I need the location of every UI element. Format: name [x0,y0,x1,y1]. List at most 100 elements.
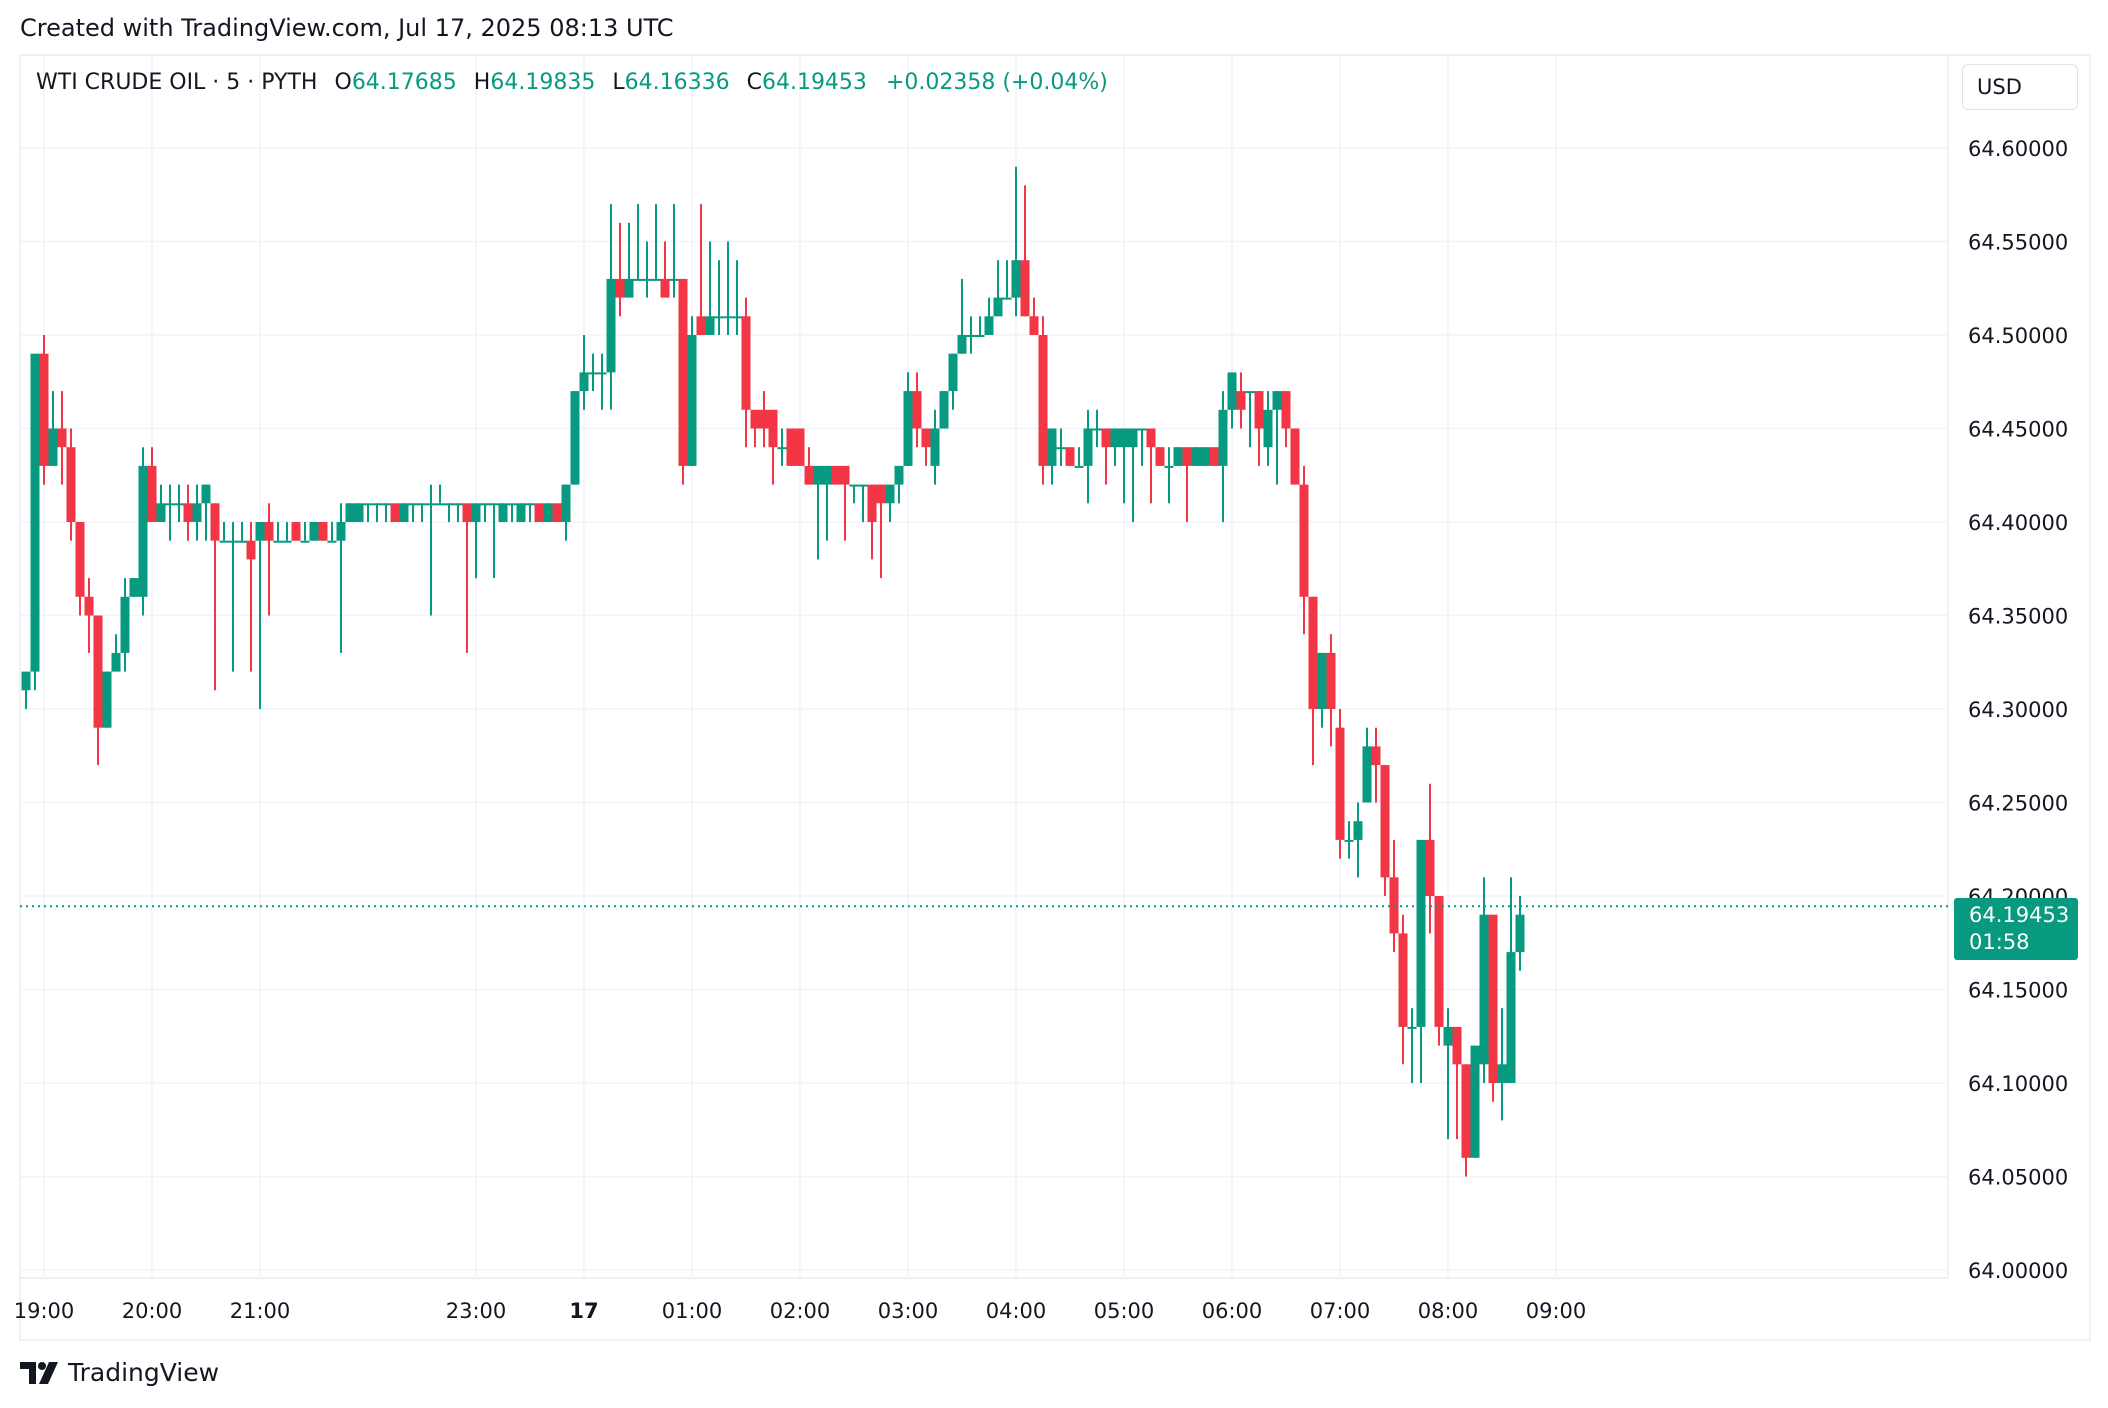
candle[interactable] [1488,914,1498,1102]
candle[interactable] [399,503,409,522]
candle[interactable] [795,428,805,466]
candle[interactable] [111,634,121,672]
candle[interactable] [543,503,553,522]
candle[interactable] [588,353,598,392]
candle[interactable] [534,503,544,522]
candle[interactable] [921,428,931,466]
candle[interactable] [453,503,463,522]
candle[interactable] [210,503,220,691]
candle[interactable] [642,241,652,298]
candle[interactable] [957,278,967,354]
candle[interactable] [975,316,985,337]
candle[interactable] [255,522,265,709]
candle[interactable] [1479,877,1489,1083]
candle[interactable] [525,503,535,522]
candle[interactable] [1254,391,1264,466]
candle[interactable] [516,503,526,522]
candle[interactable] [1002,260,1012,300]
candle[interactable] [444,503,454,522]
candle[interactable] [156,484,166,522]
candle[interactable] [1497,1008,1507,1121]
candle[interactable] [597,353,607,410]
candle[interactable] [201,484,211,541]
candle[interactable] [1335,709,1345,859]
candle[interactable] [1245,391,1255,448]
candle[interactable] [84,578,94,653]
candle[interactable] [984,297,994,335]
candle[interactable] [1092,409,1102,448]
candle[interactable] [849,484,859,504]
candle[interactable] [390,503,400,522]
candle[interactable] [606,204,616,410]
candle[interactable] [894,465,904,504]
candle[interactable] [165,484,175,541]
candle[interactable] [327,522,337,543]
candle[interactable] [867,484,877,560]
candle[interactable] [624,222,634,298]
candle[interactable] [831,465,841,485]
candle[interactable] [471,503,481,579]
candle[interactable] [30,353,40,691]
candle[interactable] [1344,821,1354,859]
candle[interactable] [759,391,769,448]
candle[interactable] [489,503,499,579]
candle[interactable] [1011,166,1021,317]
candle[interactable] [1434,896,1444,1046]
candle[interactable] [939,391,949,429]
candle[interactable] [1416,839,1426,1083]
candle[interactable] [183,484,193,541]
candle[interactable] [228,522,238,672]
candle[interactable] [372,503,382,522]
candle[interactable] [732,260,742,335]
candle[interactable] [507,503,517,522]
candle[interactable] [381,503,391,522]
candle[interactable] [1470,1045,1480,1158]
candle[interactable] [1020,185,1030,317]
candle[interactable] [1038,316,1048,485]
candle[interactable] [804,447,814,485]
candle[interactable] [1506,877,1516,1083]
candle[interactable] [237,522,247,543]
candle[interactable] [876,484,886,579]
candle[interactable] [57,391,67,485]
candle[interactable] [192,484,202,541]
candle[interactable] [1083,409,1093,504]
candle[interactable] [840,465,850,541]
candle[interactable] [1425,783,1435,934]
candle[interactable] [1164,447,1174,504]
candle[interactable] [1380,765,1390,896]
currency-button[interactable]: USD [1962,64,2078,110]
candle[interactable] [705,241,715,336]
candle[interactable] [885,484,895,522]
candle[interactable] [1047,428,1057,485]
candle[interactable] [408,503,418,522]
candle[interactable] [1110,428,1120,466]
candle[interactable] [129,578,139,597]
price-axis[interactable]: 64.60000 64.55000 64.50000 64.45000 64.40000… [1968,137,2068,1283]
candle[interactable] [219,522,229,543]
candle[interactable] [912,372,922,448]
candle[interactable] [1056,428,1066,466]
candle[interactable] [723,241,733,336]
candle[interactable] [282,522,292,543]
candle[interactable] [615,222,625,317]
candle[interactable] [1308,596,1318,766]
candle[interactable] [1074,447,1084,468]
candle[interactable] [1182,447,1192,522]
candle[interactable] [1389,839,1399,953]
candle[interactable] [651,204,661,281]
candle[interactable] [1515,896,1525,971]
candle[interactable] [480,503,490,522]
candle[interactable] [1362,727,1372,803]
candle[interactable] [39,335,49,485]
candle[interactable] [1281,391,1291,448]
candle[interactable] [1218,391,1228,522]
candle[interactable] [147,447,157,522]
candle[interactable] [678,278,688,485]
candle[interactable] [1398,914,1408,1065]
candle[interactable] [1029,297,1039,335]
candle[interactable] [1137,428,1147,466]
candle[interactable] [498,503,508,522]
candle[interactable] [1236,372,1246,429]
candle[interactable] [660,241,670,298]
